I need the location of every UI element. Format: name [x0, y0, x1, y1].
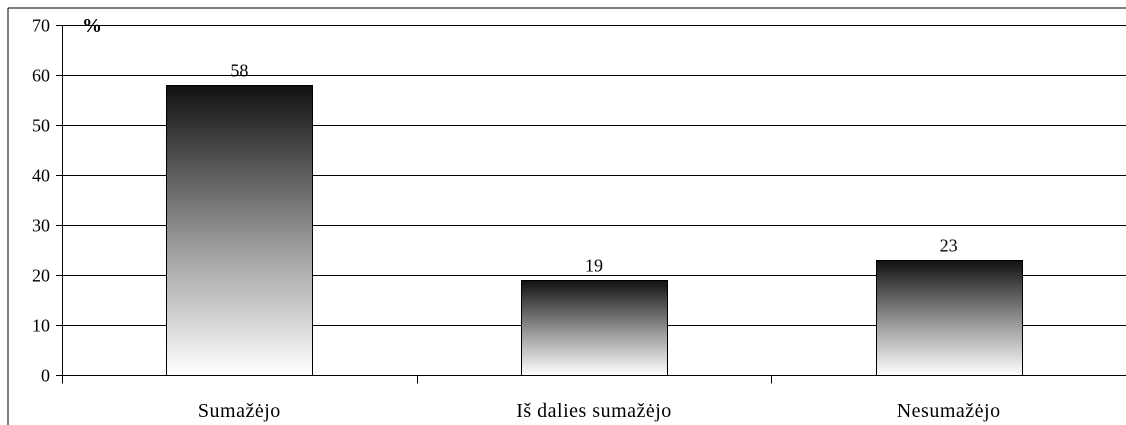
y-axis-unit-label: % [82, 15, 102, 37]
y-tick-label: 20 [32, 266, 50, 286]
bar [166, 85, 313, 376]
labels: 0 10 20 30 40 50 60 70 58 Sumažėjo 19 Iš dalies sum… [32, 16, 1001, 423]
y-tick-label: 40 [32, 166, 50, 186]
bar [876, 260, 1023, 376]
y-tick-label: 30 [32, 216, 50, 236]
axes [56, 25, 1126, 384]
x-category-label: Nesumažėjo [897, 400, 1001, 422]
plot-frame [7, 7, 1126, 425]
bar-value-label: 23 [940, 236, 958, 256]
y-tick-label: 70 [32, 16, 50, 36]
y-tick-label: 10 [32, 316, 50, 336]
bar [521, 280, 668, 376]
bar-value-label: 19 [585, 256, 603, 276]
y-tick-label: 60 [32, 66, 50, 86]
x-category-label: Sumažėjo [198, 400, 281, 422]
y-tick-label: 50 [32, 116, 50, 136]
x-category-label: Iš dalies sumažėjo [516, 400, 672, 422]
bar-value-label: 58 [230, 61, 248, 81]
bars [166, 85, 1023, 376]
y-tick-label: 0 [41, 366, 50, 386]
